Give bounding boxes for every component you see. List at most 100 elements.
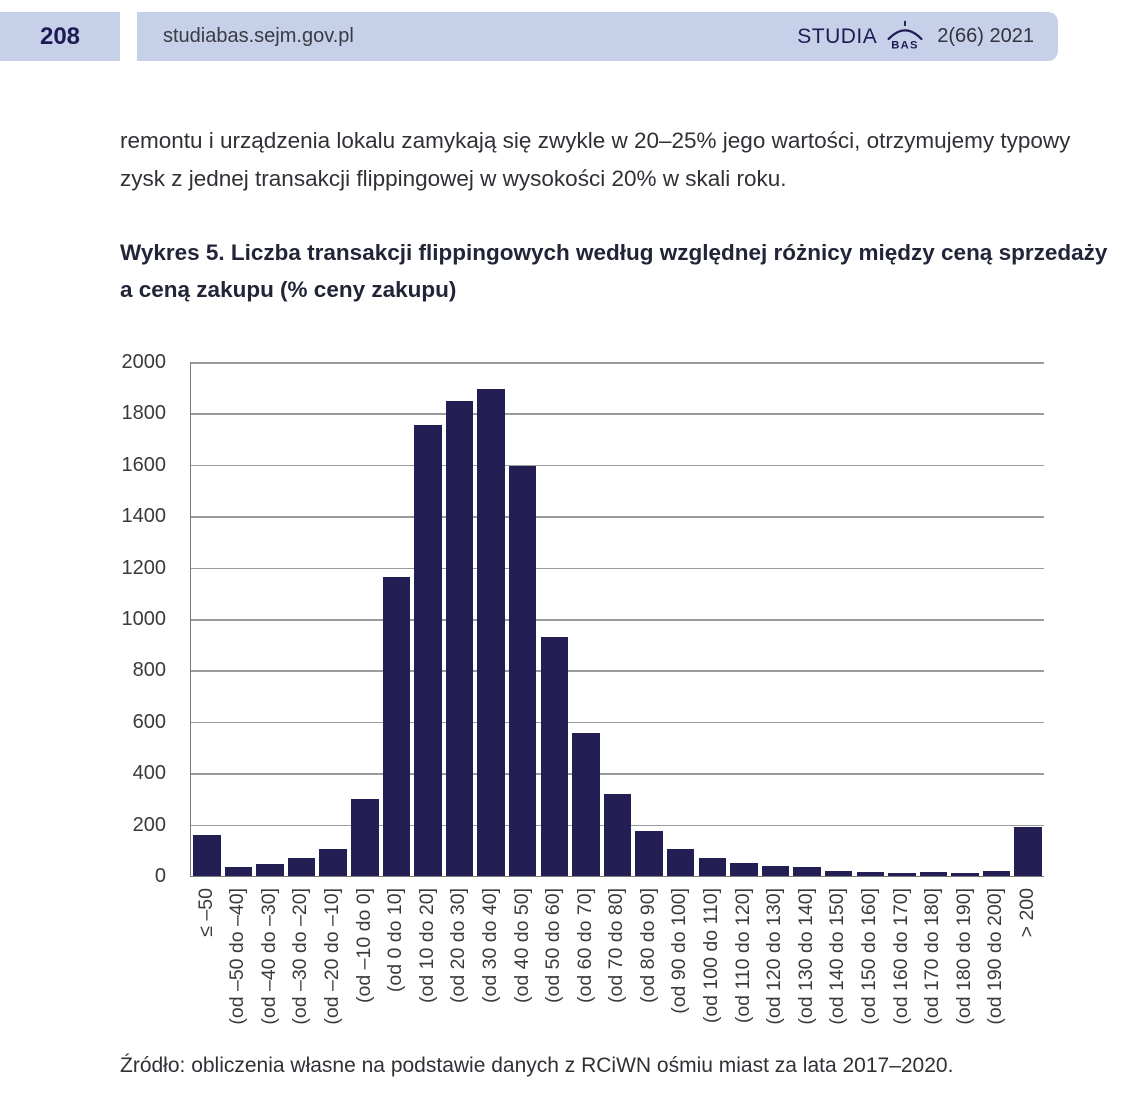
y-axis-tick-label: 1400	[121, 505, 167, 528]
bar-slot	[886, 362, 918, 876]
y-axis-tick-label: 400	[132, 762, 166, 785]
bas-logo-text: BAS	[892, 39, 920, 51]
chart-bar	[951, 873, 979, 876]
bar-slot	[286, 362, 318, 876]
x-axis-tick-label: (od 160 do 170]	[889, 888, 912, 1025]
x-axis-tick-label: > 200	[1016, 888, 1038, 938]
x-axis-label-slot: (od 70 do 80]	[601, 888, 633, 1048]
bar-slot	[1012, 362, 1044, 876]
x-axis-label-slot: (od 160 do 170]	[885, 888, 917, 1048]
x-axis-label-slot: (od 140 do 150]	[822, 888, 854, 1048]
x-axis-tick-label: (od 180 do 190]	[952, 888, 975, 1025]
y-axis-tick-label: 800	[132, 659, 166, 682]
chart-bar	[287, 858, 316, 876]
x-axis-tick-label: (od 110 do 120]	[731, 888, 754, 1024]
gridline	[191, 516, 1044, 518]
chart-bar	[698, 858, 727, 876]
y-axis-tick-label: 1600	[121, 453, 167, 476]
x-axis-label-slot: (od –40 do –30]	[253, 888, 285, 1048]
x-axis-tick-label: (od 150 do 160]	[858, 888, 881, 1025]
bar-slot	[223, 362, 255, 876]
x-axis-labels: ≤ –50 (od –50 do –40] (od –40 do –30] (od –…	[190, 888, 1043, 1048]
chart-bar	[193, 834, 221, 876]
x-axis-tick-label: (od 70 do 80]	[605, 888, 628, 1003]
x-axis-tick-label: ≤ –50	[194, 888, 217, 937]
gridline	[191, 619, 1044, 621]
chart-bar	[256, 864, 284, 876]
chart-bar	[382, 576, 411, 876]
chart-bar	[888, 872, 916, 876]
chart-bar	[414, 424, 442, 876]
bar-slot	[633, 362, 665, 876]
gridline	[191, 773, 1044, 775]
x-axis-tick-label: (od 90 do 100]	[668, 888, 691, 1014]
gridline	[191, 362, 1044, 364]
x-axis-label-slot: (od –30 do –20]	[285, 888, 317, 1048]
x-axis-tick-label: (od 170 do 180]	[921, 888, 944, 1025]
issue-number: 2(66) 2021	[937, 25, 1034, 47]
chart-bar	[540, 637, 569, 876]
bar-slot	[602, 362, 634, 876]
y-axis-tick-label: 1200	[121, 556, 167, 579]
bar-slot	[381, 362, 413, 876]
x-axis-label-slot: (od 90 do 100]	[664, 888, 696, 1048]
x-axis-label-slot: (od 30 do 40]	[474, 888, 506, 1048]
gridline	[191, 413, 1044, 415]
x-axis-tick-label: (od 30 do 40]	[478, 888, 501, 1003]
gridline	[191, 567, 1044, 570]
chart-bar	[603, 793, 632, 876]
x-axis-label-slot: (od 130 do 140]	[790, 888, 822, 1048]
bar-slot	[475, 362, 507, 876]
bar-slot	[444, 362, 476, 876]
x-axis-label-slot: (od 0 do 10]	[380, 888, 412, 1048]
chart-bar	[445, 400, 474, 876]
x-axis-label-slot: (od 150 do 160]	[853, 888, 885, 1048]
bar-slot	[823, 362, 855, 876]
x-axis-tick-label: (od 120 do 130]	[763, 888, 786, 1025]
x-axis-tick-label: (od –30 do –20]	[289, 888, 312, 1025]
x-axis-tick-label: (od 130 do 140]	[794, 888, 817, 1025]
x-axis-label-slot: ≤ –50	[190, 888, 222, 1048]
bar-slot	[349, 362, 381, 876]
site-url: studiabas.sejm.gov.pl	[163, 25, 354, 47]
x-axis-label-slot: (od –20 do –10]	[316, 888, 348, 1048]
bar-slot	[539, 362, 571, 876]
plot-area	[190, 362, 1044, 877]
x-axis-tick-label: (od 140 do 150]	[826, 888, 849, 1025]
chart-bar	[919, 872, 948, 876]
page-number: 208	[0, 12, 120, 61]
chart-bar	[730, 863, 758, 876]
figure-title: Wykres 5. Liczba transakcji flippingowyc…	[120, 240, 1108, 302]
x-axis-tick-label: (od 60 do 70]	[573, 888, 596, 1003]
bar-slot	[254, 362, 286, 876]
x-axis-tick-label: (od –50 do –40]	[226, 888, 249, 1025]
x-axis-label-slot: > 200	[1011, 888, 1043, 1048]
chart-bar	[477, 389, 505, 876]
x-axis-label-slot: (od 50 do 60]	[538, 888, 570, 1048]
y-axis-tick-label: 1000	[121, 608, 167, 630]
x-axis-tick-label: (od 40 do 50]	[510, 888, 533, 1003]
x-axis-tick-label: (od –10 do 0]	[352, 888, 375, 1003]
bar-slot	[570, 362, 602, 876]
bar-slot	[791, 362, 823, 876]
gridline	[191, 464, 1044, 467]
x-axis-label-slot: (od 80 do 90]	[632, 888, 664, 1048]
header-bar: studiabas.sejm.gov.pl STUDIA BAS 2(66) 2…	[137, 12, 1058, 61]
x-axis-tick-label: (od 10 do 20]	[415, 888, 438, 1003]
bar-slot	[760, 362, 792, 876]
x-axis-tick-label: (od 20 do 30]	[447, 888, 470, 1003]
y-axis-tick-label: 1800	[121, 402, 167, 425]
x-axis-tick-label: (od 190 do 200]	[984, 888, 1007, 1025]
x-axis-tick-label: (od 50 do 60]	[542, 888, 565, 1003]
x-axis-label-slot: (od 40 do 50]	[506, 888, 538, 1048]
bas-dome-logo-icon: BAS	[887, 20, 923, 51]
bars-container	[191, 362, 1044, 876]
x-axis-tick-label: (od –40 do –30]	[257, 888, 280, 1025]
chart-bar	[508, 466, 537, 876]
y-axis-tick-label: 200	[132, 813, 166, 836]
bar-slot	[191, 362, 223, 876]
chart-bar	[635, 831, 663, 876]
x-axis-label-slot: (od 60 do 70]	[569, 888, 601, 1048]
bar-slot	[728, 362, 760, 876]
